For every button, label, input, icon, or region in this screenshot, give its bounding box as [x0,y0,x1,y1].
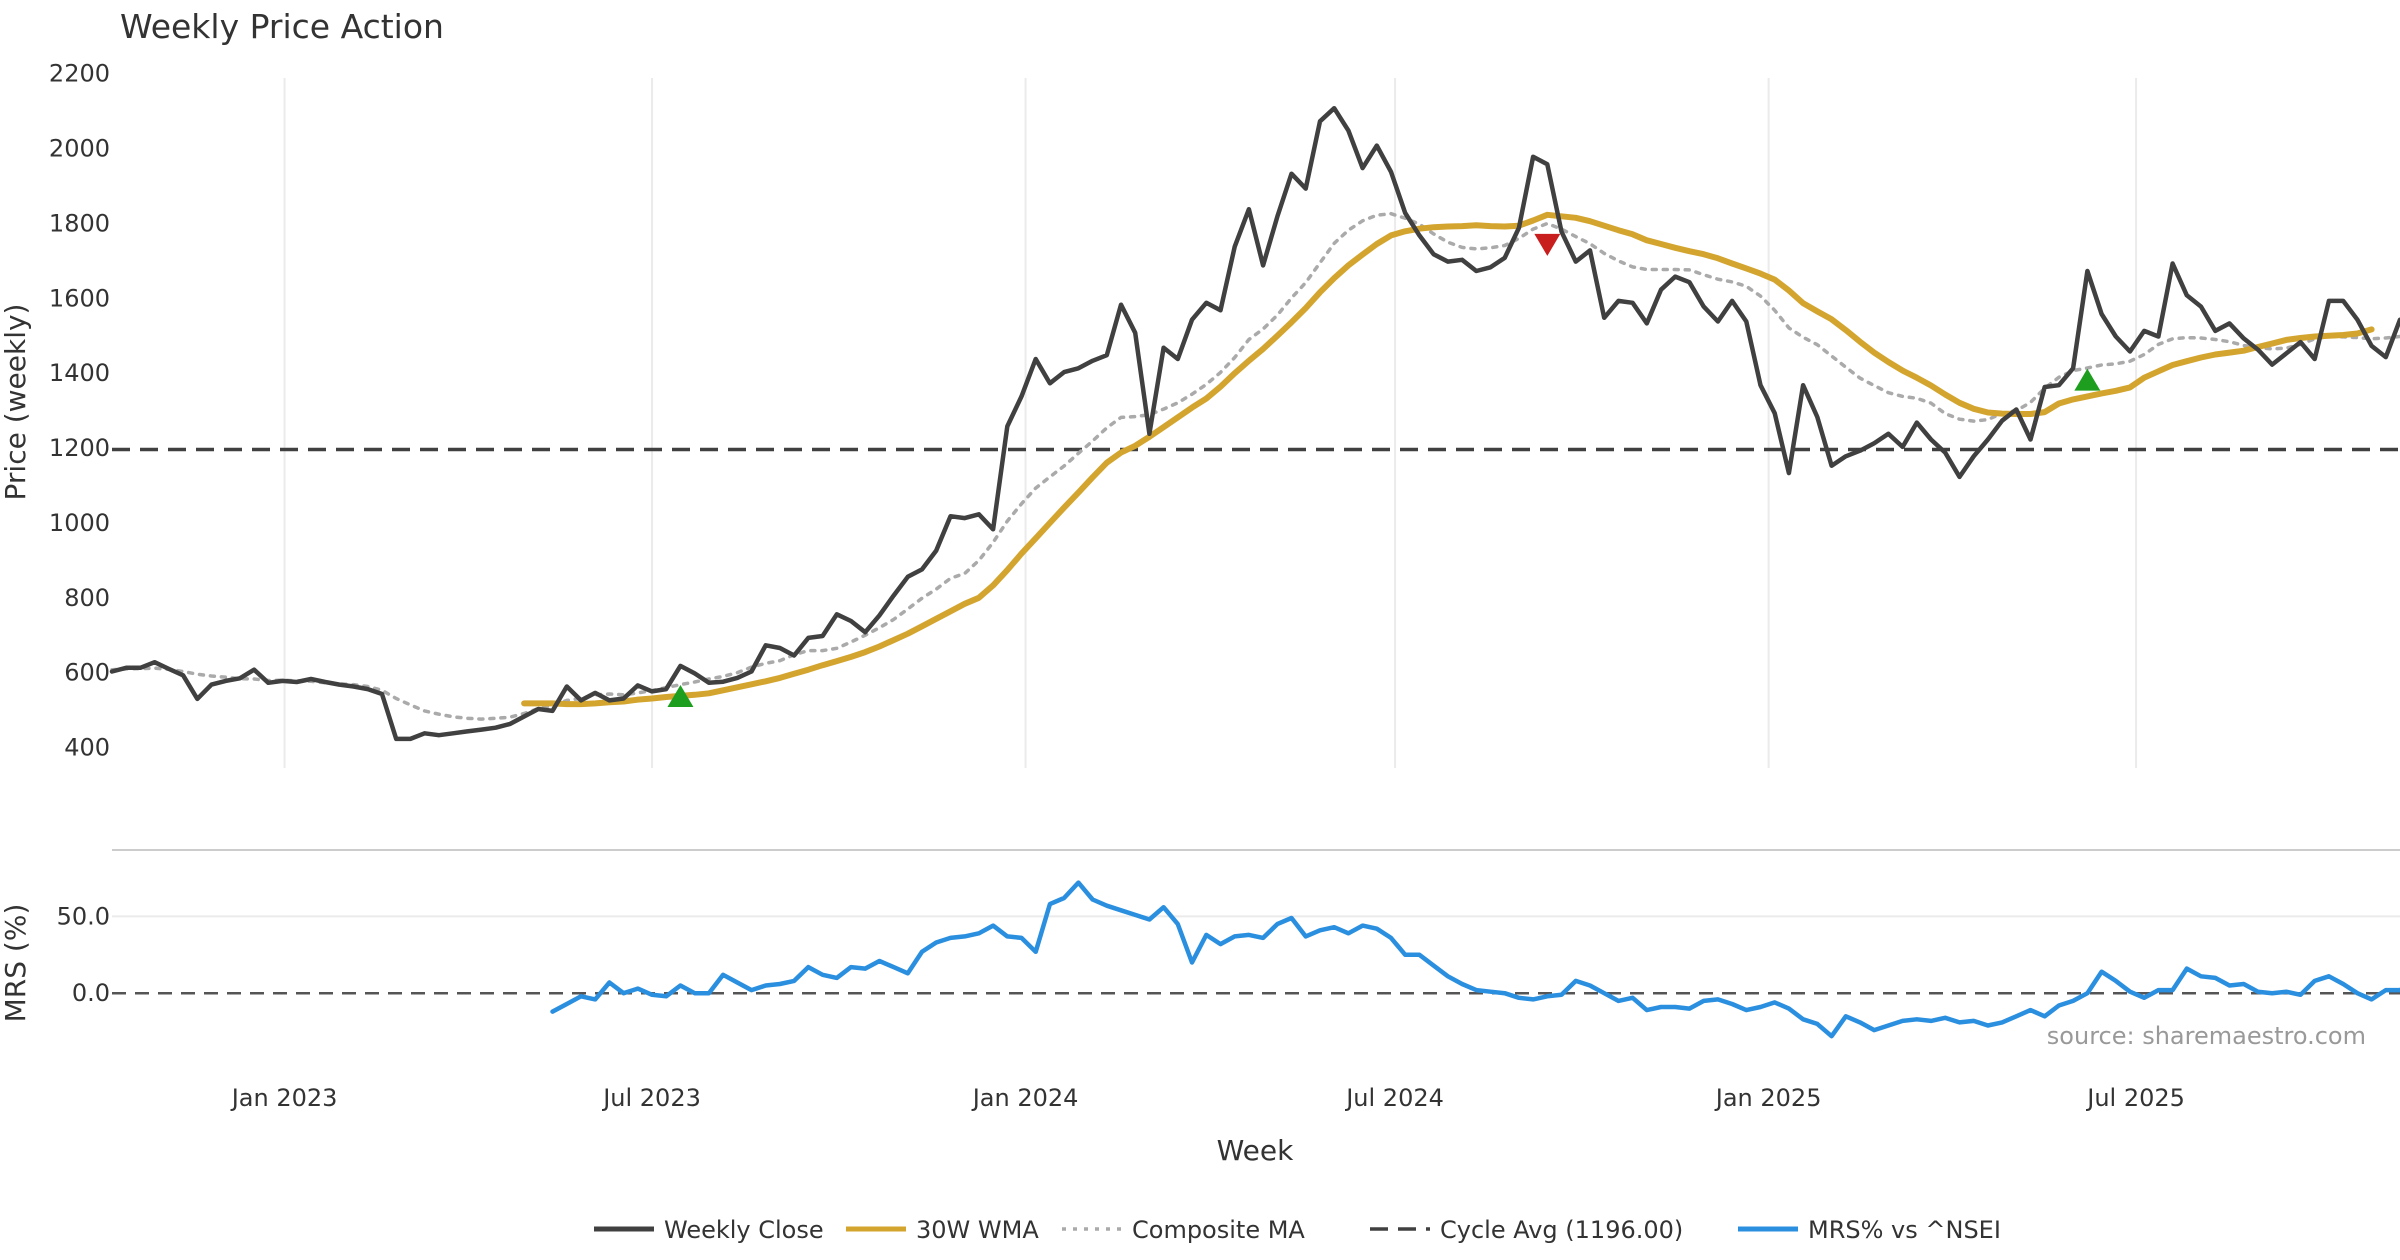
price-y-tick-label: 1200 [49,434,110,462]
mrs-panel: 0.0 50.0 [57,880,2400,1039]
x-tick-label: Jan 2023 [230,1084,338,1112]
chart-title: Weekly Price Action [120,7,444,46]
price-y-axis: 400 600 800 1000 1200 1400 1600 1800 2000 2200 [49,60,110,762]
price-series-group [109,105,2400,742]
price-gridlines [283,78,2138,768]
mrs-y-axis-title: MRS (%) [0,904,32,1023]
signal-markers [667,233,2101,708]
mrs-line [550,880,2400,1039]
buy-signal-marker [2074,368,2101,391]
price-y-tick-label: 400 [64,734,110,762]
x-tick-label: Jul 2023 [601,1084,701,1112]
sell-signal-marker [1534,233,1561,256]
x-axis: Jan 2023 Jul 2023 Jan 2024 Jul 2024 Jan 2025… [230,1084,2185,1112]
price-y-tick-label: 1000 [49,509,110,537]
mrs-gridlines [112,915,2400,995]
buy-signal-marker [667,685,694,708]
price-y-tick-label: 800 [64,584,110,612]
price-y-tick-label: 1400 [49,359,110,387]
legend-label: Composite MA [1132,1216,1305,1244]
mrs-series-group [550,880,2400,1039]
mrs-y-tick-label: 50.0 [57,902,110,930]
legend-label: MRS% vs ^NSEI [1808,1216,2001,1244]
price-y-axis-title: Price (weekly) [0,304,32,501]
price-y-tick-label: 2200 [49,60,110,88]
x-axis-title: Week [1217,1134,1294,1167]
price-y-tick-label: 2000 [49,135,110,163]
legend-label: Weekly Close [664,1216,824,1244]
x-tick-label: Jan 2025 [1714,1084,1822,1112]
price-y-tick-label: 600 [64,659,110,687]
mrs-y-axis: 0.0 50.0 [57,902,110,1007]
legend: Weekly Close 30W WMA Composite MA Cycle Avg… [594,1216,2001,1244]
price-y-tick-label: 1600 [49,284,110,312]
legend-label: Cycle Avg (1196.00) [1440,1216,1683,1244]
price-panel: 400 600 800 1000 1200 1400 1600 1800 2000 2200 [49,60,2400,768]
weekly-close-line [109,105,2400,742]
composite-ma-line [110,211,2400,721]
mrs-y-tick-label: 0.0 [72,979,110,1007]
wma-30w-line [521,211,2375,708]
source-credit: source: sharemaestro.com [2047,1022,2366,1050]
price-y-tick-label: 1800 [49,209,110,237]
x-tick-label: Jul 2024 [1344,1084,1444,1112]
x-tick-label: Jan 2024 [971,1084,1079,1112]
legend-label: 30W WMA [916,1216,1039,1244]
x-tick-label: Jul 2025 [2085,1084,2185,1112]
